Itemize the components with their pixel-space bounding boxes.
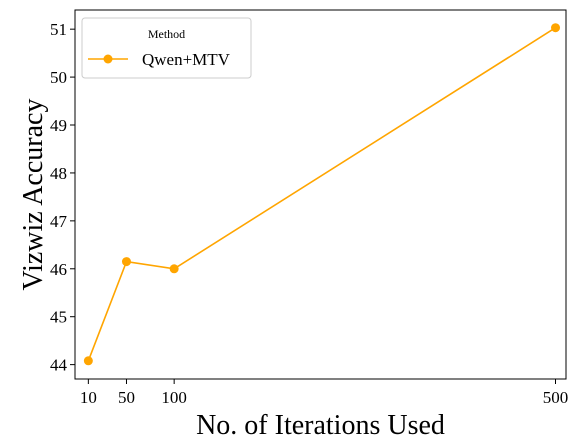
y-axis-label: Vizwiz Accuracy (18, 99, 49, 291)
legend-title: Method (148, 27, 185, 41)
legend-entry-qwen-mtv: Qwen+MTV (142, 50, 231, 69)
x-tick-label: 100 (161, 388, 187, 407)
x-tick-label: 500 (543, 388, 569, 407)
data-point (169, 264, 179, 274)
x-tick-label: 50 (118, 388, 135, 407)
y-axis-ticks: 44 45 46 47 48 49 50 51 (50, 20, 75, 375)
y-tick-label: 44 (50, 356, 68, 375)
series-line-0 (87, 27, 556, 362)
data-point (83, 356, 93, 366)
x-axis-ticks: 10 50 100 500 (80, 379, 568, 407)
data-point (121, 257, 131, 267)
legend-marker (103, 54, 113, 64)
x-tick-label: 10 (80, 388, 97, 407)
y-tick-label: 46 (50, 260, 67, 279)
y-tick-label: 45 (50, 308, 67, 327)
y-tick-label: 49 (50, 116, 67, 135)
axes-frame (74, 9, 567, 380)
y-tick-label: 51 (50, 20, 67, 39)
legend-box (81, 17, 252, 79)
data-point (551, 23, 561, 33)
y-tick-label: 48 (50, 164, 67, 183)
series-layer (83, 23, 561, 366)
x-axis-label: No. of Iterations Used (196, 410, 445, 441)
y-tick-label: 50 (50, 68, 67, 87)
y-tick-label: 47 (50, 212, 68, 231)
legend: Method Qwen+MTV (81, 17, 252, 79)
